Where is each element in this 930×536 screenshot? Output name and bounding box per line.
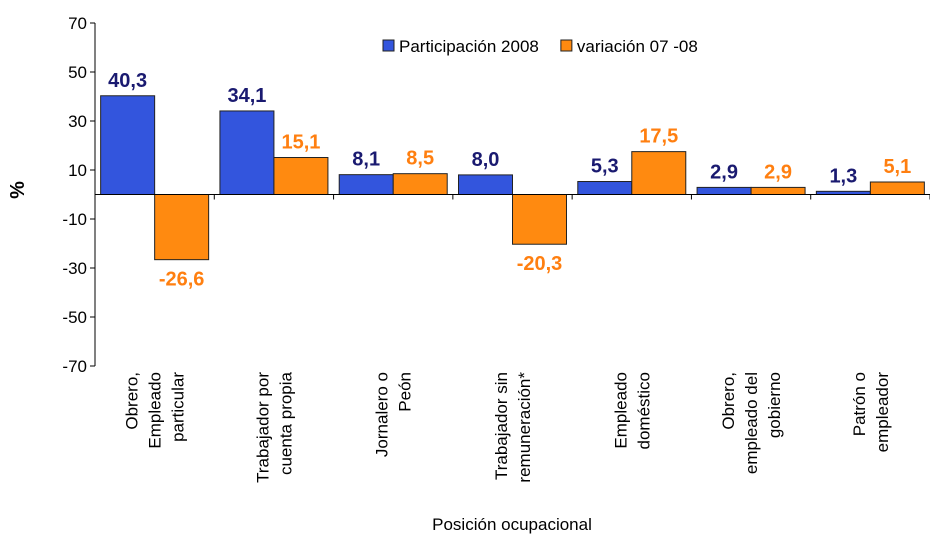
bar — [338, 174, 394, 195]
bar — [696, 186, 752, 196]
value-label: 34,1 — [227, 85, 266, 107]
value-label: 15,1 — [281, 132, 320, 154]
legend-swatch — [382, 39, 395, 52]
x-tick-label: Obrero, Empleado particular — [123, 372, 188, 449]
y-tick-label: -70 — [62, 357, 87, 376]
y-tick-label: -30 — [62, 259, 87, 278]
y-tick-label: 50 — [68, 63, 87, 82]
value-label: 2,9 — [764, 161, 792, 183]
value-label: 8,5 — [406, 148, 434, 170]
bar — [750, 186, 806, 196]
x-tick-label: Jornalero o Peón — [373, 372, 415, 457]
bar — [458, 174, 513, 195]
value-label: -26,6 — [159, 269, 205, 291]
legend-swatch — [560, 39, 573, 52]
bar — [869, 181, 925, 196]
y-axis-title: % — [7, 181, 29, 199]
bar — [392, 173, 448, 196]
y-tick-label: 70 — [68, 14, 87, 33]
x-axis-title: Posición ocupacional — [432, 515, 592, 534]
bar — [100, 95, 156, 195]
legend-label: Participación 2008 — [399, 37, 539, 56]
value-label: 2,9 — [710, 161, 738, 183]
legend-label: variación 07 -08 — [577, 37, 698, 56]
bar — [219, 110, 275, 195]
value-label: 40,3 — [108, 70, 147, 92]
y-tick-label: 10 — [68, 161, 87, 180]
bar — [273, 157, 329, 196]
y-tick-label: -10 — [62, 210, 87, 229]
value-label: 5,3 — [591, 156, 619, 178]
bar — [512, 194, 567, 245]
value-label: 8,0 — [472, 149, 500, 171]
value-label: 17,5 — [639, 126, 678, 148]
bar — [577, 181, 633, 195]
bar — [154, 194, 210, 261]
y-tick-label: -50 — [62, 308, 87, 327]
y-tick-label: 30 — [68, 112, 87, 131]
x-tick-label: Empleado doméstico — [611, 372, 653, 449]
x-tick-label: Patrón o empleador — [850, 372, 892, 453]
value-label: 1,3 — [829, 165, 857, 187]
bar — [631, 151, 687, 195]
value-label: 5,1 — [883, 156, 911, 178]
x-tick-label: Trabajador por cuenta propia — [253, 371, 295, 482]
x-tick-label: Obrero, empleado del gobierno — [719, 372, 784, 474]
value-label: 8,1 — [352, 149, 380, 171]
x-tick-label: Trabajador sin remuneración* — [492, 372, 534, 483]
value-label: -20,3 — [517, 253, 563, 275]
